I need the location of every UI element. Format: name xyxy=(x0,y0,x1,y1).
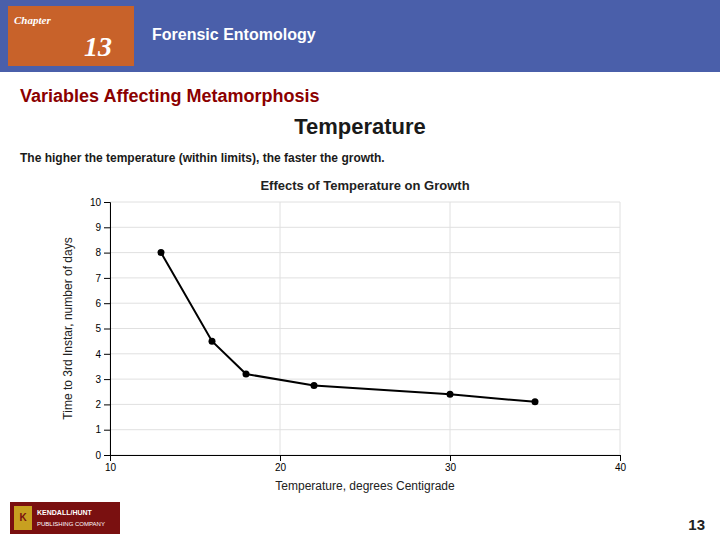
grid-line-y xyxy=(110,328,620,329)
y-tick: 1 xyxy=(95,424,110,435)
x-axis-line xyxy=(111,456,621,462)
x-axis: 10 20 30 40 xyxy=(105,455,627,473)
y-tick-label: 2 xyxy=(95,399,101,410)
y-tick-label: 10 xyxy=(90,197,102,208)
grid-line-y xyxy=(110,202,620,203)
logo-publisher-line: PUBLISHING COMPANY xyxy=(37,521,105,527)
grid-line-y xyxy=(110,404,620,405)
data-point xyxy=(158,249,165,256)
header-text: Forensic Entomology xyxy=(152,26,316,43)
chapter-label: Chapter xyxy=(14,14,51,26)
y-tick-mark xyxy=(104,329,110,330)
y-tick-mark xyxy=(104,227,110,228)
x-tick-mark xyxy=(450,455,451,461)
x-tick: 30 xyxy=(445,455,457,473)
grid-line-y xyxy=(110,277,620,278)
page: Chapter13Forensic EntomologyVariables Af… xyxy=(0,0,720,540)
chapter-number: 13 xyxy=(84,31,112,62)
chart-title: Effects of Temperature on Growth xyxy=(260,178,469,193)
y-axis-line xyxy=(104,203,111,456)
grid-line-y xyxy=(110,353,620,354)
y-tick-mark xyxy=(104,430,110,431)
y-tick: 9 xyxy=(95,222,110,233)
grid-line-y xyxy=(110,227,620,228)
y-tick-mark xyxy=(104,303,110,304)
y-tick-label: 5 xyxy=(95,323,101,334)
y-tick: 8 xyxy=(95,247,110,258)
grid-line-y xyxy=(110,429,620,430)
y-tick-label: 8 xyxy=(95,247,101,258)
x-tick-mark xyxy=(280,455,281,461)
y-axis-title: Time to 3rd Instar, number of days xyxy=(61,237,75,419)
x-tick-mark xyxy=(620,455,621,461)
grid-line-y xyxy=(110,303,620,304)
x-tick: 40 xyxy=(615,455,627,473)
y-tick: 4 xyxy=(95,349,110,360)
y-tick-mark xyxy=(104,354,110,355)
data-point xyxy=(243,371,250,378)
data-point xyxy=(209,338,216,345)
plot-marks xyxy=(158,249,539,405)
y-tick: 7 xyxy=(95,273,110,284)
chapter-box xyxy=(8,6,134,66)
logo-box xyxy=(10,502,120,534)
y-tick: 5 xyxy=(95,323,110,334)
grid-line-y xyxy=(110,252,620,253)
x-tick-label: 40 xyxy=(615,462,627,473)
y-tick-label: 1 xyxy=(95,424,101,435)
data-point xyxy=(311,382,318,389)
logo-icon xyxy=(14,506,32,530)
y-tick: 0 xyxy=(95,450,110,461)
grid-line-y xyxy=(110,379,620,380)
logo-letter: K xyxy=(19,512,27,523)
y-axis: 0 1 2 3 4 5 6 7 8 9 10 xyxy=(90,197,111,461)
x-tick-label: 30 xyxy=(445,462,457,473)
x-tick-label: 20 xyxy=(275,462,287,473)
y-tick-label: 0 xyxy=(95,450,101,461)
y-tick-mark xyxy=(104,278,110,279)
data-point xyxy=(532,398,539,405)
y-tick-mark xyxy=(104,455,110,456)
data-line xyxy=(161,253,535,402)
header-bar xyxy=(0,0,720,72)
page-subtitle: The higher the temperature (within limit… xyxy=(20,151,385,165)
y-tick-label: 4 xyxy=(95,349,101,360)
grid xyxy=(110,202,620,455)
y-tick-label: 7 xyxy=(95,273,101,284)
data-point xyxy=(447,391,454,398)
y-tick-label: 6 xyxy=(95,298,101,309)
y-tick-label: 3 xyxy=(95,374,101,385)
y-tick-mark xyxy=(104,202,110,203)
y-tick-label: 9 xyxy=(95,222,101,233)
y-tick: 6 xyxy=(95,298,110,309)
x-axis-title: Temperature, degrees Centigrade xyxy=(275,479,455,493)
y-tick: 2 xyxy=(95,399,110,410)
y-tick-mark xyxy=(104,404,110,405)
x-tick: 10 xyxy=(105,455,117,473)
page-title: Variables Affecting Metamorphosis xyxy=(20,86,319,106)
logo-publisher: KENDALL/HUNT xyxy=(37,509,93,516)
page-heading: Temperature xyxy=(294,114,426,139)
y-tick-mark xyxy=(104,253,110,254)
y-tick: 3 xyxy=(95,374,110,385)
x-tick: 20 xyxy=(275,455,287,473)
page-number: 13 xyxy=(688,516,705,533)
y-tick-mark xyxy=(104,379,110,380)
x-tick-label: 10 xyxy=(105,462,117,473)
y-tick: 10 xyxy=(90,197,110,208)
